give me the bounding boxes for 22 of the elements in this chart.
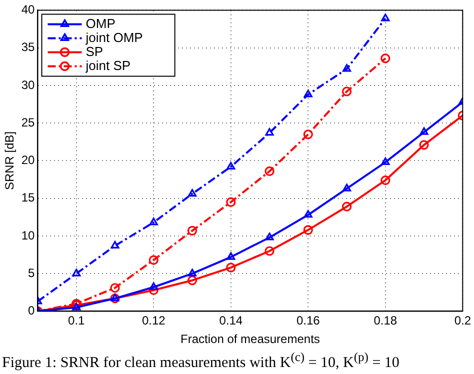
x-tick-label: 0.12 [142,314,166,328]
x-tick-label: 0.14 [219,314,243,328]
y-tick-label: 0 [28,304,36,318]
legend-label: joint SP [84,58,131,73]
x-tick-label: 0.18 [374,314,398,328]
x-axis-title: Fraction of measurements [180,332,320,346]
y-tick-label: 20 [21,153,36,168]
y-tick-label: 40 [21,2,36,17]
y-tick-label: 30 [21,78,36,92]
y-tick-label: 5 [28,266,36,280]
legend-label: SP [86,44,104,59]
x-tick-label: 0.2 [454,314,472,328]
y-axis-title: SRNR [dB] [2,131,17,190]
y-tick-label: 15 [21,190,36,205]
x-tick-label: 0.1 [68,314,86,328]
caption: Figure 1: SRNR for clean measurements with K$^{(c)}$ = 10, K$^{(p)}$ = 10 [2,350,400,372]
legend-label: joint OMP [84,30,143,45]
y-tick-label: 35 [21,40,36,54]
y-tick-label: 10 [21,228,36,242]
y-tick-label: 25 [21,115,36,130]
legend-label: OMP [86,16,116,31]
x-tick-label: 0.16 [296,314,320,328]
